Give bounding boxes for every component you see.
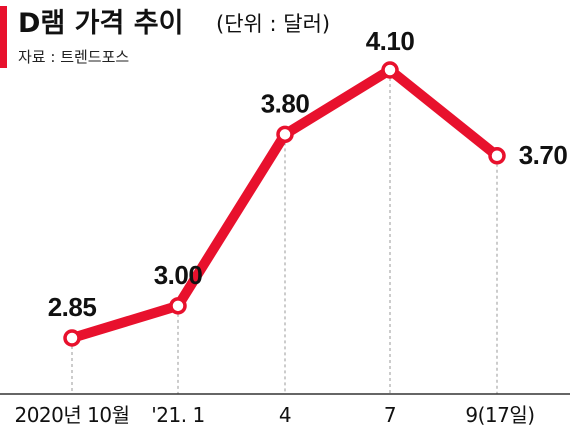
data-point (169, 297, 187, 315)
chart-source: 자료 : 트렌드포스 (18, 48, 129, 66)
chart-unit: (단위 : 달러) (216, 12, 330, 36)
x-tick-labels: 2020년 10월 '21. 1 4 7 9(17일) (14, 403, 535, 427)
x-tick-label: 7 (384, 403, 396, 427)
value-label: 2.85 (48, 292, 97, 322)
value-label: 3.70 (519, 140, 568, 170)
data-point (63, 329, 81, 347)
data-point (381, 61, 399, 79)
value-labels: 2.85 3.00 3.80 4.10 3.70 (48, 26, 568, 322)
data-point (276, 125, 294, 144)
x-tick-label: 4 (279, 403, 291, 427)
x-tick-label: 2020년 10월 (14, 403, 129, 427)
data-markers (63, 61, 506, 347)
data-point (488, 147, 506, 165)
value-label: 3.00 (154, 260, 203, 290)
title-accent-bar (0, 6, 7, 68)
x-tick-label: 9(17일) (465, 403, 534, 427)
value-label: 4.10 (366, 26, 415, 56)
guide-lines (71, 78, 498, 394)
x-tick-label: '21. 1 (151, 403, 204, 427)
value-label: 3.80 (261, 88, 310, 118)
chart-title: D램 가격 추이 (18, 8, 183, 39)
